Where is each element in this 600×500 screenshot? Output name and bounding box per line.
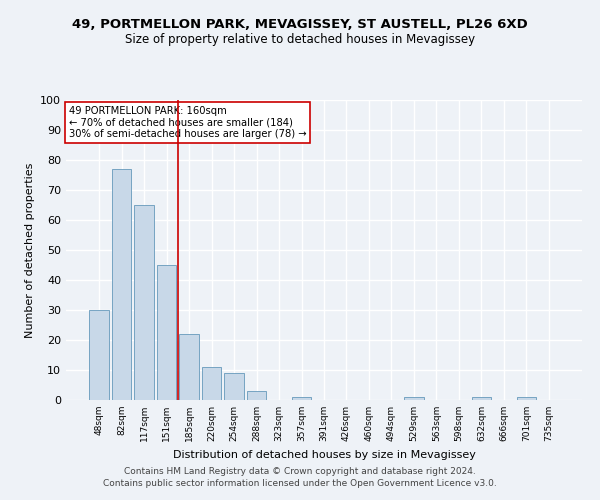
Bar: [134, 205, 154, 400]
Text: Contains HM Land Registry data © Crown copyright and database right 2024.: Contains HM Land Registry data © Crown c…: [124, 467, 476, 476]
Bar: [247, 391, 266, 400]
Text: Size of property relative to detached houses in Mevagissey: Size of property relative to detached ho…: [125, 32, 475, 46]
Bar: [112, 169, 131, 400]
Bar: [89, 310, 109, 400]
Text: 49 PORTMELLON PARK: 160sqm
← 70% of detached houses are smaller (184)
30% of sem: 49 PORTMELLON PARK: 160sqm ← 70% of deta…: [68, 106, 306, 139]
Bar: [472, 397, 491, 400]
Text: Contains public sector information licensed under the Open Government Licence v3: Contains public sector information licen…: [103, 478, 497, 488]
Text: 49, PORTMELLON PARK, MEVAGISSEY, ST AUSTELL, PL26 6XD: 49, PORTMELLON PARK, MEVAGISSEY, ST AUST…: [72, 18, 528, 30]
Bar: [179, 334, 199, 400]
Bar: [202, 367, 221, 400]
Bar: [292, 397, 311, 400]
Y-axis label: Number of detached properties: Number of detached properties: [25, 162, 35, 338]
Bar: [157, 265, 176, 400]
X-axis label: Distribution of detached houses by size in Mevagissey: Distribution of detached houses by size …: [173, 450, 475, 460]
Bar: [517, 397, 536, 400]
Bar: [404, 397, 424, 400]
Bar: [224, 373, 244, 400]
